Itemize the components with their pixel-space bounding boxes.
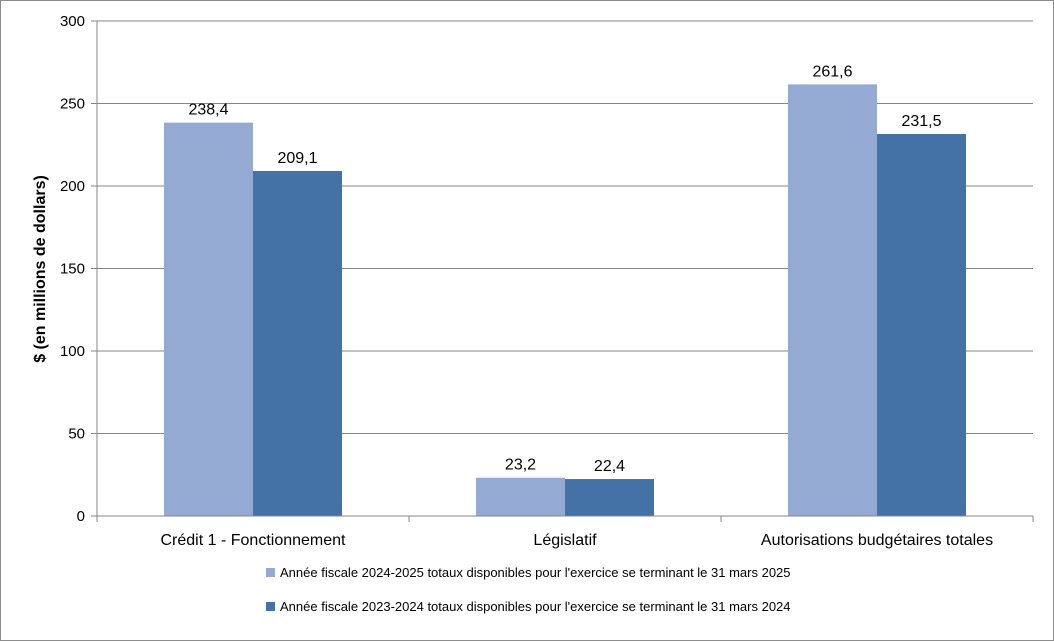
bar bbox=[788, 84, 877, 516]
legend-label: Année fiscale 2023-2024 totaux disponibl… bbox=[280, 599, 791, 614]
category-label: Législatif bbox=[533, 532, 597, 549]
bar bbox=[164, 123, 253, 516]
data-label: 209,1 bbox=[277, 150, 317, 167]
legend-swatch bbox=[266, 568, 275, 577]
y-axis-ticks: 0 50 100 150 200 250 300 bbox=[60, 13, 97, 525]
data-label: 22,4 bbox=[594, 458, 625, 475]
bar bbox=[565, 479, 654, 516]
bar bbox=[253, 171, 342, 516]
y-tick-label: 150 bbox=[60, 261, 85, 278]
y-axis-title: $ (en millions de dollars) bbox=[32, 175, 49, 363]
y-tick-label: 200 bbox=[60, 178, 85, 195]
y-tick-label: 0 bbox=[77, 508, 85, 525]
legend-item: Année fiscale 2023-2024 totaux disponibl… bbox=[266, 599, 791, 614]
data-label: 231,5 bbox=[901, 113, 941, 130]
data-label: 238,4 bbox=[188, 102, 228, 119]
category-label: Autorisations budgétaires totales bbox=[761, 532, 993, 549]
legend-swatch bbox=[266, 602, 275, 611]
y-tick-label: 50 bbox=[68, 426, 85, 443]
category-label: Crédit 1 - Fonctionnement bbox=[161, 532, 347, 549]
data-label: 23,2 bbox=[505, 457, 536, 474]
bar bbox=[476, 478, 565, 516]
legend: Année fiscale 2024-2025 totaux disponibl… bbox=[266, 565, 791, 614]
bar bbox=[877, 134, 966, 516]
data-label: 261,6 bbox=[812, 63, 852, 80]
category-labels: Crédit 1 - Fonctionnement Législatif Autor… bbox=[161, 532, 994, 549]
legend-label: Année fiscale 2024-2025 totaux disponibl… bbox=[280, 565, 791, 580]
y-tick-label: 300 bbox=[60, 13, 85, 30]
y-tick-label: 250 bbox=[60, 96, 85, 113]
legend-item: Année fiscale 2024-2025 totaux disponibl… bbox=[266, 565, 791, 580]
y-tick-label: 100 bbox=[60, 343, 85, 360]
